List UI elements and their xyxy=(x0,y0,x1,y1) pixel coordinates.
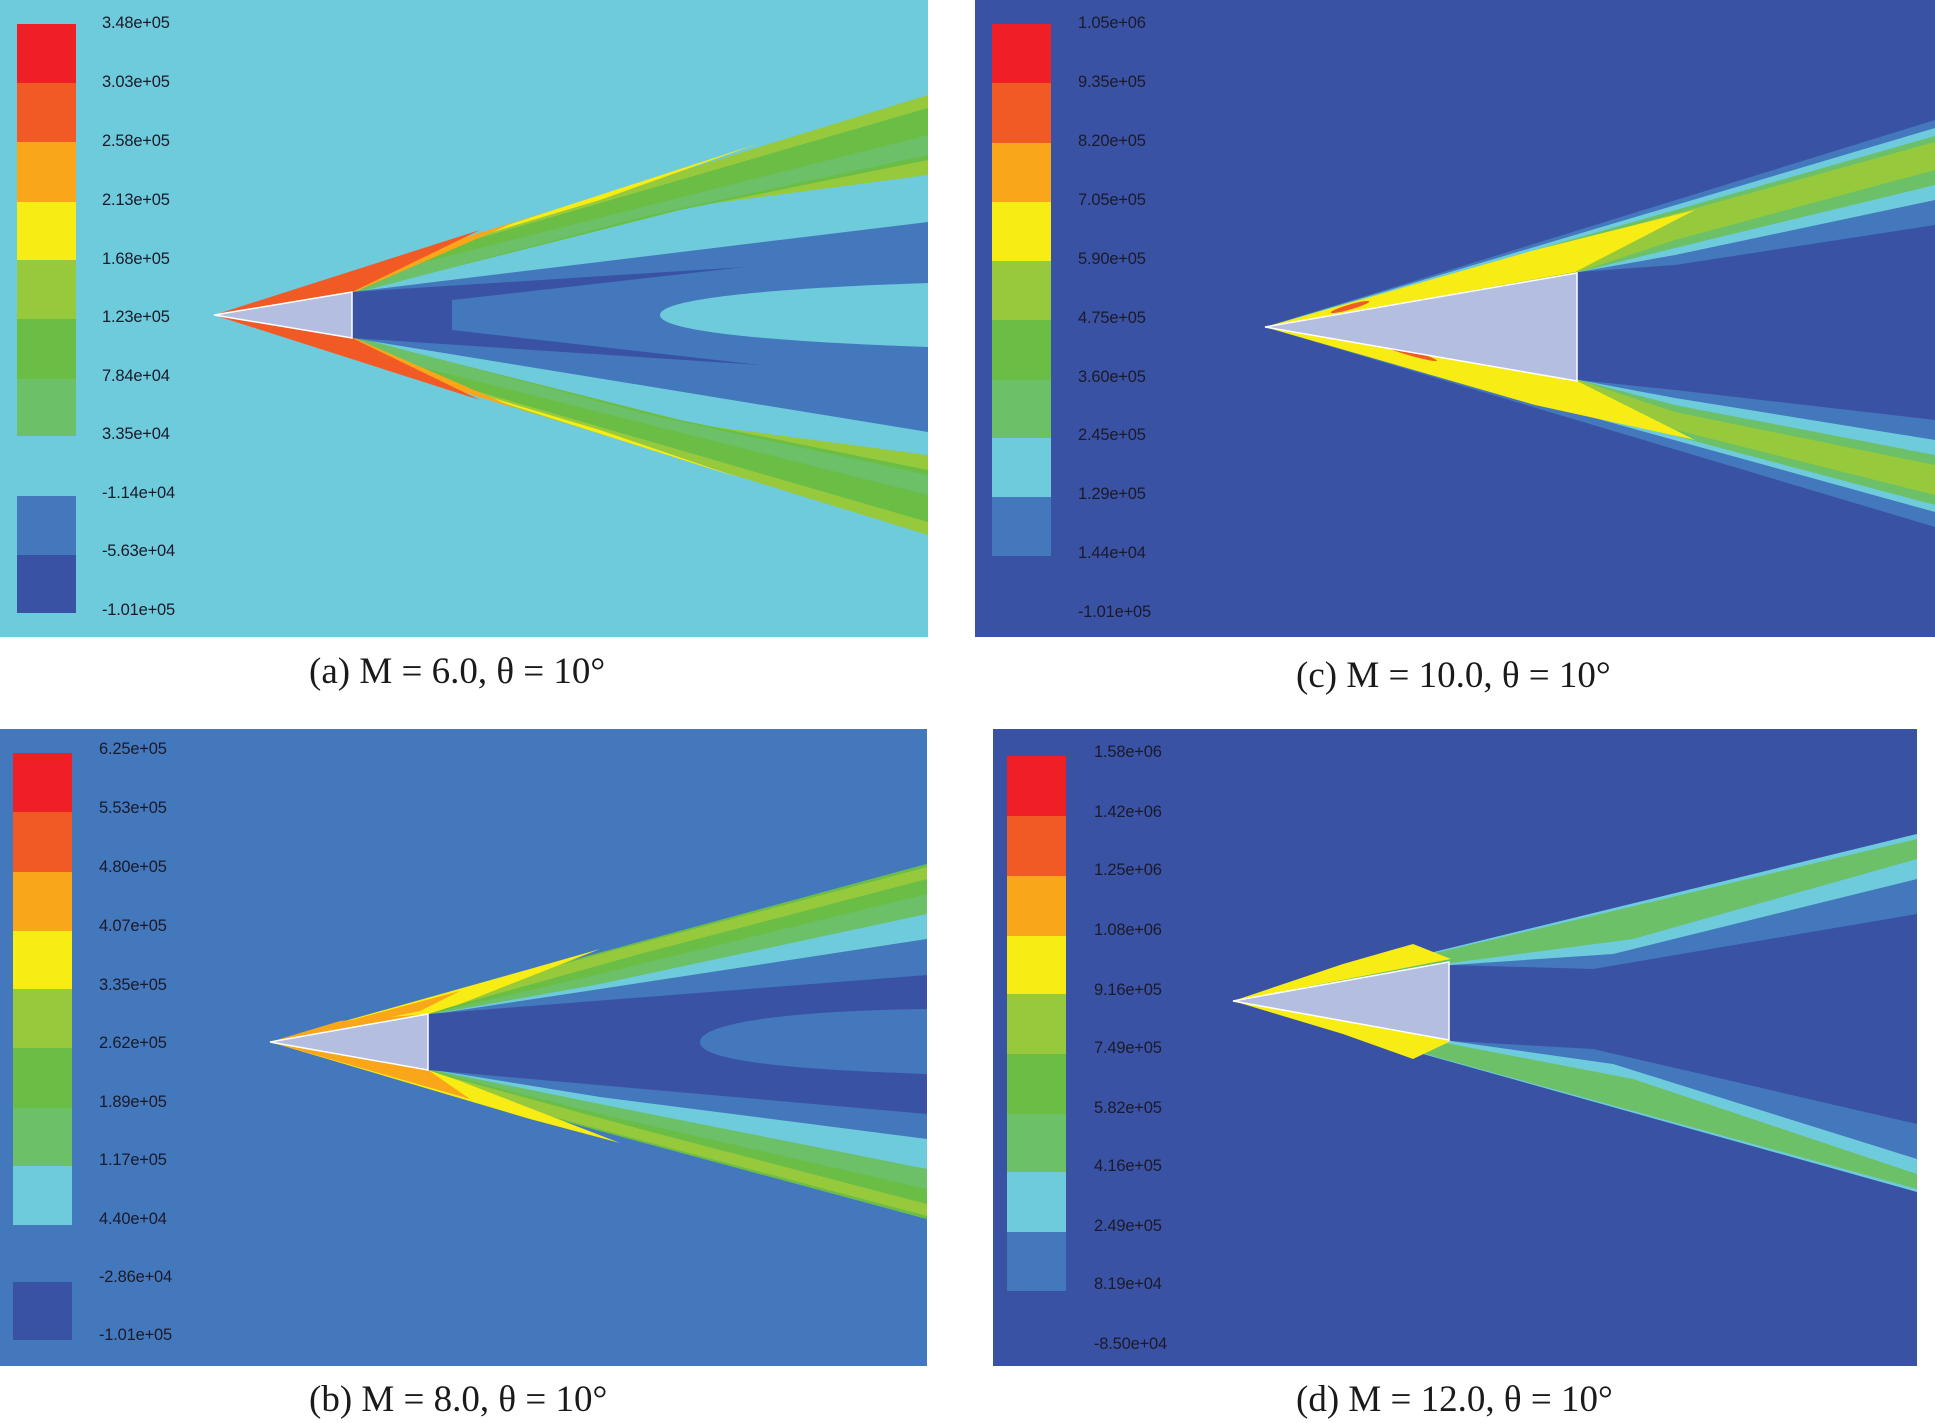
legend-label: 7.84e+04 xyxy=(102,367,170,385)
legend-swatch xyxy=(13,931,72,989)
legend-swatch xyxy=(13,812,72,872)
legend-label: 5.90e+05 xyxy=(1078,250,1146,268)
legend-swatch xyxy=(1007,1172,1066,1232)
legend-swatch xyxy=(1007,1114,1066,1172)
caption-b: (b) M = 8.0, θ = 10° xyxy=(309,1379,608,1420)
legend-swatch xyxy=(1007,994,1066,1054)
legend-swatch xyxy=(1007,1232,1066,1291)
legend-label: 6.25e+05 xyxy=(99,740,167,758)
legend-swatch xyxy=(17,24,76,83)
legend-swatch xyxy=(1007,816,1066,876)
legend-swatch xyxy=(992,438,1051,497)
legend-swatch xyxy=(992,24,1051,83)
legend-label: -1.01e+05 xyxy=(99,1326,172,1344)
legend-swatch xyxy=(1007,936,1066,994)
legend-swatch xyxy=(17,260,76,319)
legend-label: 9.16e+05 xyxy=(1094,981,1162,999)
legend-b: 6.25e+05 5.53e+05 4.80e+05 4.07e+05 3.35… xyxy=(0,729,200,1366)
legend-swatch xyxy=(13,1282,72,1340)
legend-label: 5.82e+05 xyxy=(1094,1099,1162,1117)
panel-c-contour: 1.05e+06 9.35e+05 8.20e+05 7.05e+05 5.90… xyxy=(975,0,1935,637)
caption-c: (c) M = 10.0, θ = 10° xyxy=(1296,655,1611,696)
legend-label: 7.05e+05 xyxy=(1078,191,1146,209)
legend-label: 4.80e+05 xyxy=(99,858,167,876)
legend-swatch xyxy=(1007,1054,1066,1114)
legend-swatch xyxy=(992,497,1051,556)
legend-label: 2.45e+05 xyxy=(1078,426,1146,444)
legend-label: 3.60e+05 xyxy=(1078,368,1146,386)
legend-label: -1.01e+05 xyxy=(1078,603,1151,621)
legend-label: -2.86e+04 xyxy=(99,1268,172,1286)
legend-swatch xyxy=(1007,876,1066,936)
contour-field-a xyxy=(213,95,928,535)
legend-swatch xyxy=(13,989,72,1048)
legend-label: 4.07e+05 xyxy=(99,917,167,935)
legend-swatch xyxy=(992,143,1051,202)
legend-swatch xyxy=(13,753,72,812)
legend-swatch xyxy=(17,379,76,436)
legend-label: 3.35e+04 xyxy=(102,425,170,443)
legend-label: 3.35e+05 xyxy=(99,976,167,994)
legend-label: -1.14e+04 xyxy=(102,484,175,502)
panel-d-contour: 1.58e+06 1.42e+06 1.25e+06 1.08e+06 9.16… xyxy=(993,729,1917,1366)
caption-d: (d) M = 12.0, θ = 10° xyxy=(1296,1379,1613,1420)
contour-field-b xyxy=(269,864,927,1219)
legend-label: 8.20e+05 xyxy=(1078,132,1146,150)
legend-c: 1.05e+06 9.35e+05 8.20e+05 7.05e+05 5.90… xyxy=(975,0,1175,637)
legend-label: 7.49e+05 xyxy=(1094,1039,1162,1057)
contour-field-d xyxy=(1232,834,1917,1192)
legend-swatch xyxy=(13,1166,72,1225)
legend-swatch xyxy=(992,261,1051,320)
legend-swatch xyxy=(17,83,76,142)
legend-label: 1.08e+06 xyxy=(1094,921,1162,939)
legend-label: 1.44e+04 xyxy=(1078,544,1146,562)
legend-label: 1.29e+05 xyxy=(1078,485,1146,503)
legend-a: 3.48e+05 3.03e+05 2.58e+05 2.13e+05 1.68… xyxy=(0,0,200,637)
legend-d: 1.58e+06 1.42e+06 1.25e+06 1.08e+06 9.16… xyxy=(993,729,1193,1366)
legend-label: 4.75e+05 xyxy=(1078,309,1146,327)
legend-label: -1.01e+05 xyxy=(102,601,175,619)
legend-swatch xyxy=(17,202,76,260)
legend-swatch xyxy=(17,142,76,202)
legend-label: 2.62e+05 xyxy=(99,1034,167,1052)
legend-label: 5.53e+05 xyxy=(99,799,167,817)
caption-a: (a) M = 6.0, θ = 10° xyxy=(309,651,606,692)
legend-swatch xyxy=(992,380,1051,438)
legend-label: 2.49e+05 xyxy=(1094,1217,1162,1235)
legend-swatch xyxy=(17,496,76,555)
legend-swatch xyxy=(13,1048,72,1108)
legend-label: 8.19e+04 xyxy=(1094,1275,1162,1293)
legend-label: 1.89e+05 xyxy=(99,1093,167,1111)
panel-a-contour: 3.48e+05 3.03e+05 2.58e+05 2.13e+05 1.68… xyxy=(0,0,928,637)
legend-label: 1.05e+06 xyxy=(1078,14,1146,32)
legend-label: 2.13e+05 xyxy=(102,191,170,209)
legend-swatch xyxy=(992,320,1051,380)
legend-label: 1.42e+06 xyxy=(1094,803,1162,821)
legend-swatch xyxy=(13,872,72,931)
legend-label: 3.48e+05 xyxy=(102,14,170,32)
legend-swatch xyxy=(992,83,1051,143)
panel-b-contour: 6.25e+05 5.53e+05 4.80e+05 4.07e+05 3.35… xyxy=(0,729,927,1366)
legend-label: 1.17e+05 xyxy=(99,1151,167,1169)
legend-swatch xyxy=(13,1108,72,1166)
legend-swatch xyxy=(1007,756,1066,816)
legend-swatch xyxy=(17,555,76,613)
legend-swatch xyxy=(992,202,1051,261)
legend-swatch xyxy=(17,319,76,379)
legend-label: -8.50e+04 xyxy=(1094,1335,1167,1353)
legend-label: 1.58e+06 xyxy=(1094,743,1162,761)
legend-label: 4.16e+05 xyxy=(1094,1157,1162,1175)
legend-label: 1.25e+06 xyxy=(1094,861,1162,879)
legend-label: 2.58e+05 xyxy=(102,132,170,150)
legend-label: -5.63e+04 xyxy=(102,542,175,560)
legend-label: 1.68e+05 xyxy=(102,250,170,268)
legend-label: 9.35e+05 xyxy=(1078,73,1146,91)
contour-field-c xyxy=(1264,120,1935,527)
legend-label: 1.23e+05 xyxy=(102,308,170,326)
legend-label: 3.03e+05 xyxy=(102,73,170,91)
legend-label: 4.40e+04 xyxy=(99,1210,167,1228)
